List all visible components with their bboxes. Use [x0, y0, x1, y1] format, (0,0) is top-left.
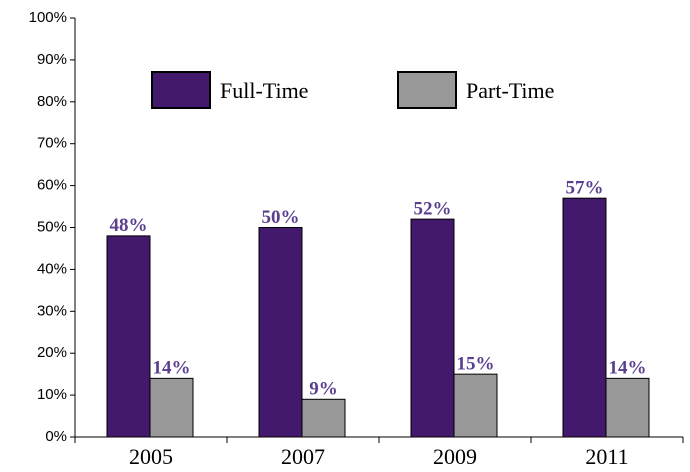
value-label: 14%	[153, 358, 191, 379]
bar	[453, 373, 498, 438]
y-tick-label: 10%	[37, 386, 67, 403]
bar	[258, 227, 303, 438]
value-label: 15%	[457, 354, 495, 375]
value-label: 9%	[309, 379, 338, 400]
y-tick-label: 0%	[45, 428, 67, 445]
x-tick-label: 2009	[433, 444, 477, 469]
bar	[106, 235, 151, 438]
y-tick-label: 60%	[37, 177, 67, 194]
y-tick-label: 100%	[29, 9, 67, 26]
bar	[301, 398, 346, 438]
y-tick-label: 70%	[37, 135, 67, 152]
bar	[562, 197, 607, 438]
value-label: 57%	[566, 178, 604, 199]
legend-label: Full-Time	[220, 78, 308, 103]
y-tick-label: 40%	[37, 260, 67, 277]
bar	[410, 218, 455, 438]
y-tick-label: 90%	[37, 51, 67, 68]
value-label: 14%	[609, 358, 647, 379]
y-tick-label: 20%	[37, 344, 67, 361]
bar	[149, 377, 194, 438]
value-label: 52%	[414, 198, 452, 219]
legend-swatch	[151, 71, 211, 109]
bar	[605, 377, 650, 438]
y-tick-label: 50%	[37, 218, 67, 235]
legend-swatch	[397, 71, 457, 109]
value-label: 48%	[110, 215, 148, 236]
value-label: 50%	[262, 207, 300, 228]
x-tick-label: 2007	[281, 444, 325, 469]
x-tick-label: 2011	[585, 444, 628, 469]
y-tick-label: 80%	[37, 93, 67, 110]
legend-label: Part-Time	[466, 78, 554, 103]
x-tick-label: 2005	[129, 444, 173, 469]
y-tick-label: 30%	[37, 302, 67, 319]
